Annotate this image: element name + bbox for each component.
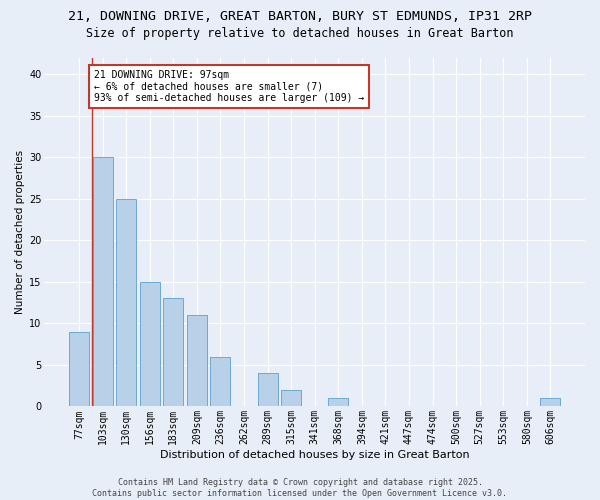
Bar <box>116 198 136 406</box>
Text: 21, DOWNING DRIVE, GREAT BARTON, BURY ST EDMUNDS, IP31 2RP: 21, DOWNING DRIVE, GREAT BARTON, BURY ST… <box>68 10 532 23</box>
Bar <box>92 157 113 406</box>
Bar <box>328 398 349 406</box>
Y-axis label: Number of detached properties: Number of detached properties <box>15 150 25 314</box>
Bar <box>257 373 278 406</box>
Text: Contains HM Land Registry data © Crown copyright and database right 2025.
Contai: Contains HM Land Registry data © Crown c… <box>92 478 508 498</box>
Bar <box>281 390 301 406</box>
Bar <box>187 315 207 406</box>
Bar <box>541 398 560 406</box>
Bar <box>163 298 184 406</box>
Text: Size of property relative to detached houses in Great Barton: Size of property relative to detached ho… <box>86 28 514 40</box>
Bar <box>140 282 160 406</box>
Bar <box>69 332 89 406</box>
Bar <box>211 356 230 406</box>
X-axis label: Distribution of detached houses by size in Great Barton: Distribution of detached houses by size … <box>160 450 470 460</box>
Text: 21 DOWNING DRIVE: 97sqm
← 6% of detached houses are smaller (7)
93% of semi-deta: 21 DOWNING DRIVE: 97sqm ← 6% of detached… <box>94 70 364 103</box>
